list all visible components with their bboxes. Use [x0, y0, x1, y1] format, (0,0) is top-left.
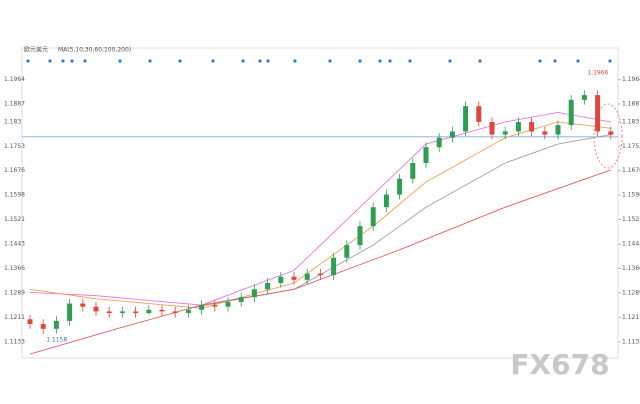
candle-body	[291, 276, 297, 280]
candle-body	[265, 283, 271, 290]
highlight-ellipse	[593, 103, 623, 169]
candle-body	[423, 147, 429, 163]
candle-body	[331, 257, 337, 276]
candle-body	[212, 305, 218, 307]
y-tick-label-left: 1.1211	[4, 314, 25, 321]
y-tick-label-left: 1.1133	[4, 339, 25, 346]
candle-body	[225, 301, 231, 307]
candle-body	[568, 99, 574, 126]
candle-body	[27, 319, 33, 325]
y-tick-label-left: 1.1887	[4, 100, 25, 107]
candle-body	[106, 311, 112, 313]
candle-body	[463, 106, 469, 132]
candle-body	[515, 121, 521, 132]
candle-body	[119, 311, 125, 313]
price-annotation: 1.1966	[587, 70, 608, 77]
moving-average	[29, 169, 611, 355]
moving-average	[188, 134, 611, 309]
candle-body	[476, 106, 482, 122]
y-tick-label-left: 1.1521	[4, 216, 25, 223]
candle-body	[489, 121, 495, 135]
candle-body	[555, 125, 561, 135]
y-tick-label-left: 1.1676	[4, 167, 25, 174]
candle-body	[542, 131, 548, 135]
y-tick-label-right: 1.183	[622, 118, 639, 125]
y-tick-label-right: 1.1366	[622, 265, 640, 272]
moving-average	[29, 112, 611, 306]
plot-frame	[21, 47, 619, 359]
y-tick-label-right: 1.1676	[622, 167, 640, 174]
candle-body	[436, 137, 442, 148]
candle-body	[185, 309, 191, 313]
chart-subtitle: MA(5,10,30,60,100,200)	[58, 47, 131, 54]
watermark: FX678	[510, 348, 609, 381]
candle-body	[251, 289, 257, 298]
y-tick-label-right: 1.1443	[622, 241, 640, 248]
candle-body	[304, 273, 310, 280]
y-tick-label-right: 1.1964	[622, 76, 640, 83]
price-annotation: 1.1158	[46, 337, 67, 344]
candle-body	[595, 95, 601, 132]
candle-body	[410, 163, 416, 179]
y-tick-label-right: 1.1133	[622, 339, 640, 346]
y-tick-label-left: 1.1289	[4, 289, 25, 296]
candle-body	[80, 303, 86, 307]
candle-body	[133, 311, 139, 313]
y-tick-label-left: 1.183	[4, 118, 21, 125]
y-tick-label-left: 1.1598	[4, 192, 25, 199]
candle-body	[397, 178, 403, 195]
candle-body	[199, 305, 205, 310]
candle-body	[146, 309, 152, 313]
event-dots	[26, 59, 612, 63]
candle-body	[370, 207, 376, 227]
candle-body	[357, 226, 363, 246]
candle-body	[383, 194, 389, 208]
candle-body	[40, 324, 46, 329]
candle-body	[159, 309, 165, 312]
candle-body	[278, 276, 284, 283]
y-tick-label-left: 1.1443	[4, 241, 25, 248]
candle-body	[238, 297, 244, 302]
y-tick-label-right: 1.1887	[622, 100, 640, 107]
y-tick-label-right: 1.1521	[622, 216, 640, 223]
candle-body	[529, 121, 535, 132]
moving-average	[29, 121, 611, 309]
candle-body	[608, 131, 614, 135]
y-tick-label-right: 1.1753	[622, 143, 640, 150]
candle-body	[93, 306, 99, 312]
candle-body	[172, 311, 178, 313]
candle-body	[581, 95, 587, 100]
y-tick-label-left: 1.1964	[4, 76, 25, 83]
y-tick-label-right: 1.1211	[622, 314, 640, 321]
y-tick-label-left: 1.1366	[4, 265, 25, 272]
y-tick-label-right: 1.1289	[622, 289, 640, 296]
candle-body	[317, 273, 323, 276]
y-tick-label-left: 1.1753	[4, 143, 25, 150]
candle-body	[344, 245, 350, 258]
candle-body	[67, 303, 73, 321]
chart-title: 欧元美元	[24, 46, 48, 54]
candle-body	[53, 320, 59, 329]
candle-body	[449, 131, 455, 138]
y-tick-label-right: 1.1598	[622, 192, 640, 199]
candle-body	[502, 131, 508, 135]
